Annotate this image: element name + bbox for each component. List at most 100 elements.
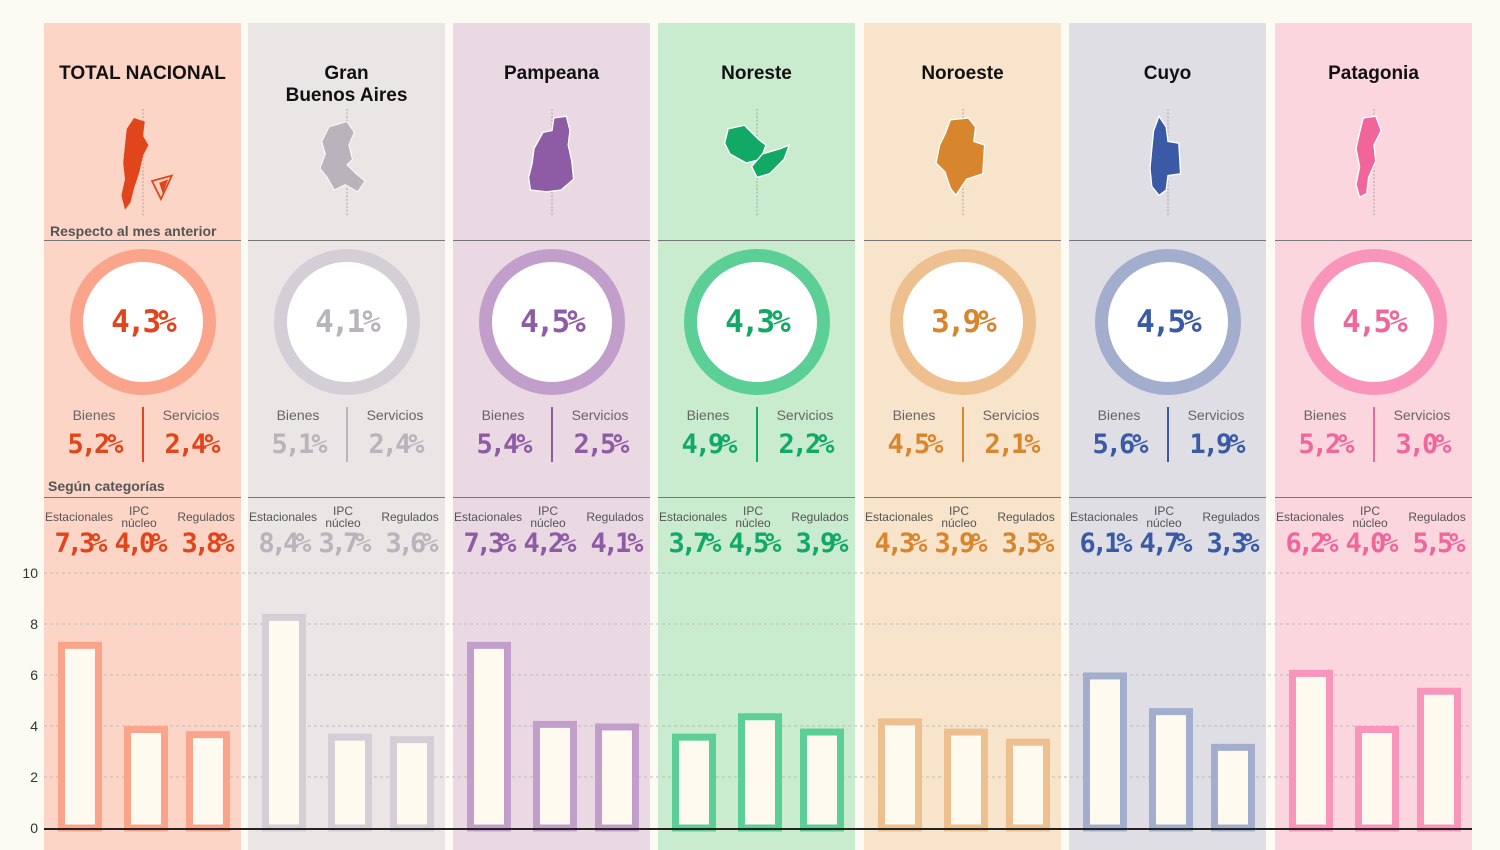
region-map-icon (527, 109, 574, 217)
category-label-regulated: Regulados (381, 510, 439, 524)
y-tick-label: 10 (22, 565, 38, 581)
sub-divider (345, 407, 348, 462)
category-value-regulated: 5,5% (1412, 528, 1465, 559)
category-value-seasonal: 4,3% (874, 528, 927, 559)
sub-divider (1166, 407, 1169, 462)
category-label-core: IPC núcleo (530, 504, 566, 530)
category-value-core: 4,0% (114, 528, 167, 559)
services-value: 2,5% (573, 429, 629, 460)
sub-divider (1372, 407, 1375, 462)
category-value-regulated: 4,1% (590, 528, 643, 559)
total-ring: 4,5% (1094, 249, 1241, 395)
goods-value: 5,6% (1092, 429, 1148, 460)
category-label-regulated: Regulados (1408, 510, 1466, 524)
category-label-regulated: Regulados (177, 510, 235, 524)
services-value: 1,9% (1189, 429, 1245, 460)
category-value-seasonal: 6,1% (1079, 528, 1132, 559)
goods-value: 4,9% (681, 429, 737, 460)
region-title: TOTAL NACIONAL (59, 63, 226, 84)
category-value-seasonal: 3,7% (668, 528, 721, 559)
category-value-regulated: 3,9% (795, 528, 848, 559)
section-divider (658, 240, 855, 241)
total-value: 4,3% (725, 304, 791, 340)
category-value-regulated: 3,5% (1001, 528, 1054, 559)
goods-value: 5,1% (271, 429, 327, 460)
goods-label: Bienes (1097, 407, 1141, 423)
goods-value: 5,2% (1298, 429, 1354, 460)
category-label-regulated: Regulados (997, 510, 1055, 524)
category-value-seasonal: 7,3% (463, 528, 516, 559)
region-map-icon (934, 109, 985, 217)
category-value-seasonal: 8,4% (258, 528, 311, 559)
region-column: Noroeste 3,9% Bienes Servicios 4,5% 2,1% Estac… (864, 23, 1061, 850)
region-column: Gran Buenos Aires 4,1% Bienes Servicios 5,1%… (248, 23, 445, 850)
section-divider (44, 240, 241, 241)
total-value: 4,3% (111, 304, 177, 340)
category-label-core: IPC núcleo (941, 504, 977, 530)
region-column: Cuyo 4,5% Bienes Servicios 5,6% 1,9% Estaciona… (1069, 23, 1266, 850)
region-title: Gran Buenos Aires (285, 63, 408, 106)
category-label-regulated: Regulados (1202, 510, 1260, 524)
region-map-icon (1354, 109, 1382, 217)
category-label-core: IPC núcleo (735, 504, 771, 530)
goods-value: 5,4% (476, 429, 532, 460)
services-label: Servicios (1393, 407, 1451, 423)
category-value-core: 4,7% (1139, 528, 1192, 559)
region-title: Patagonia (1328, 63, 1419, 84)
total-ring: 4,1% (273, 249, 420, 395)
services-label: Servicios (571, 407, 629, 423)
section-divider (864, 497, 1061, 498)
section-divider (44, 497, 241, 498)
goods-value: 4,5% (887, 429, 943, 460)
services-value: 2,4% (164, 429, 220, 460)
row-label-monthly: Respecto al mes anterior (50, 223, 217, 239)
goods-label: Bienes (276, 407, 320, 423)
sub-divider (961, 407, 964, 462)
category-value-core: 4,0% (1345, 528, 1398, 559)
section-divider (1069, 240, 1266, 241)
category-value-core: 3,7% (318, 528, 371, 559)
region-map-icon (120, 109, 173, 217)
goods-label: Bienes (686, 407, 730, 423)
total-value: 4,5% (520, 304, 586, 340)
category-value-core: 3,9% (934, 528, 987, 559)
total-ring: 4,3% (683, 249, 830, 395)
total-ring: 4,5% (478, 249, 625, 395)
region-map-icon (723, 109, 791, 217)
goods-label: Bienes (481, 407, 525, 423)
row-label-categories: Según categorías (48, 478, 165, 494)
total-ring: 4,5% (1300, 249, 1447, 395)
category-value-seasonal: 6,2% (1285, 528, 1338, 559)
section-divider (248, 497, 445, 498)
y-tick-label: 6 (30, 667, 38, 683)
total-value: 3,9% (931, 304, 997, 340)
services-label: Servicios (1187, 407, 1245, 423)
region-map-icon (1148, 109, 1181, 217)
category-value-core: 4,2% (523, 528, 576, 559)
goods-value: 5,2% (67, 429, 123, 460)
region-column: TOTAL NACIONAL 4,3% Bienes Servicios 5,2% 2,4… (44, 23, 241, 850)
services-label: Servicios (366, 407, 424, 423)
category-label-seasonal: Estacionales (1275, 510, 1345, 524)
category-label-seasonal: Estacionales (453, 510, 523, 524)
region-map-icon (318, 109, 366, 217)
services-value: 2,4% (368, 429, 424, 460)
category-label-core: IPC núcleo (325, 504, 361, 530)
total-ring: 3,9% (889, 249, 1036, 395)
region-title: Noroeste (921, 63, 1004, 84)
services-label: Servicios (982, 407, 1040, 423)
region-column: Pampeana 4,5% Bienes Servicios 5,4% 2,5% Estac… (453, 23, 650, 850)
y-tick-label: 0 (30, 820, 38, 836)
category-label-core: IPC núcleo (1352, 504, 1388, 530)
region-title: Pampeana (503, 63, 600, 84)
region-column: Noreste 4,3% Bienes Servicios 4,9% 2,2% Estaci… (658, 23, 855, 850)
region-title: Noreste (721, 63, 792, 84)
category-label-seasonal: Estacionales (44, 510, 114, 524)
total-ring: 4,3% (69, 249, 216, 395)
category-value-regulated: 3,3% (1206, 528, 1259, 559)
category-value-core: 4,5% (728, 528, 781, 559)
services-label: Servicios (776, 407, 834, 423)
total-value: 4,5% (1136, 304, 1202, 340)
section-divider (1275, 240, 1472, 241)
goods-label: Bienes (72, 407, 116, 423)
